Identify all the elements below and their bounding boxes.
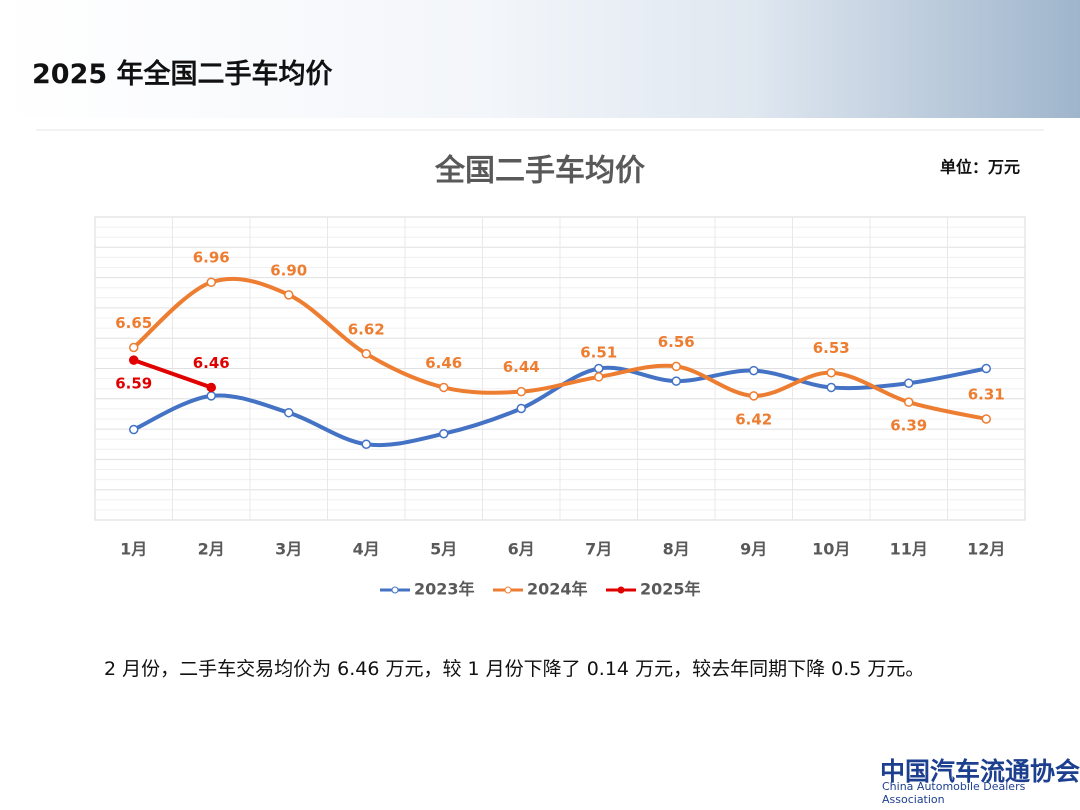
point	[129, 355, 139, 365]
data-label: 6.56	[658, 333, 695, 351]
grid	[94, 216, 1026, 521]
logo-english: China Automobile Dealers Association	[882, 780, 1026, 806]
data-label: 6.65	[115, 314, 152, 332]
legend-marker	[504, 586, 512, 594]
data-label: 6.59	[115, 375, 152, 393]
x-tick-label: 2月	[198, 540, 225, 559]
legend-label: 2023年	[414, 580, 475, 599]
point	[516, 403, 526, 414]
x-tick-label: 10月	[812, 540, 850, 559]
legend-label: 2025年	[640, 580, 701, 599]
point	[671, 361, 681, 372]
chart-title: 全国二手车均价	[434, 154, 645, 189]
point	[749, 391, 759, 401]
point	[904, 378, 914, 388]
point	[594, 372, 604, 382]
point	[361, 349, 371, 359]
point	[516, 386, 526, 397]
data-label: 6.51	[580, 343, 617, 361]
point	[671, 376, 681, 386]
point	[826, 382, 836, 393]
slide-title: 2025 年全国二手车均价	[32, 59, 333, 90]
point	[749, 365, 759, 376]
point	[206, 382, 216, 393]
data-label: 6.53	[813, 339, 850, 357]
x-tick-label: 12月	[967, 540, 1005, 559]
x-tick-label: 11月	[890, 540, 928, 559]
x-tick-label: 4月	[353, 540, 380, 559]
data-label: 6.39	[890, 417, 927, 435]
chart: 全国二手车均价 单位：万元 1月 2月 3月 4月 5月 6月 7月 8月 9月 10月 11月 12…	[36, 129, 1044, 599]
caption: 2 月份，二手车交易均价为 6.46 万元，较 1 月份下降了 0.14 万元，…	[104, 658, 925, 680]
data-label: 6.46	[193, 354, 230, 372]
x-tick-label: 6月	[508, 540, 535, 559]
point	[206, 277, 216, 287]
point	[439, 428, 449, 439]
point	[129, 424, 139, 435]
point	[904, 397, 914, 407]
point	[981, 414, 991, 424]
point	[361, 439, 371, 449]
point	[284, 407, 294, 418]
x-tick-label: 1月	[120, 540, 147, 559]
point	[594, 363, 604, 374]
point	[284, 290, 294, 300]
legend-marker	[617, 586, 625, 594]
unit-label: 单位：万元	[940, 158, 1020, 177]
logo-name: 中国汽车流通协会	[880, 757, 1080, 786]
x-tick-label: 9月	[740, 540, 767, 559]
legend-label: 2024年	[527, 580, 588, 599]
data-label: 6.90	[270, 261, 307, 279]
x-tick-label: 7月	[585, 540, 612, 559]
point	[981, 363, 991, 374]
point	[826, 367, 836, 378]
legend-marker	[391, 586, 399, 594]
header: 2025 年全国二手车均价	[0, 0, 1080, 118]
data-label: 6.46	[425, 354, 462, 372]
x-tick-label: 8月	[663, 540, 690, 559]
x-tick-label: 5月	[430, 540, 457, 559]
data-label: 6.31	[968, 386, 1005, 404]
x-tick-label: 3月	[275, 540, 302, 559]
data-label: 6.44	[503, 358, 540, 376]
data-label: 6.42	[735, 410, 772, 428]
point	[129, 342, 139, 353]
point	[206, 391, 216, 401]
data-label: 6.62	[348, 320, 385, 338]
point	[439, 382, 449, 393]
data-label: 6.96	[193, 249, 230, 267]
